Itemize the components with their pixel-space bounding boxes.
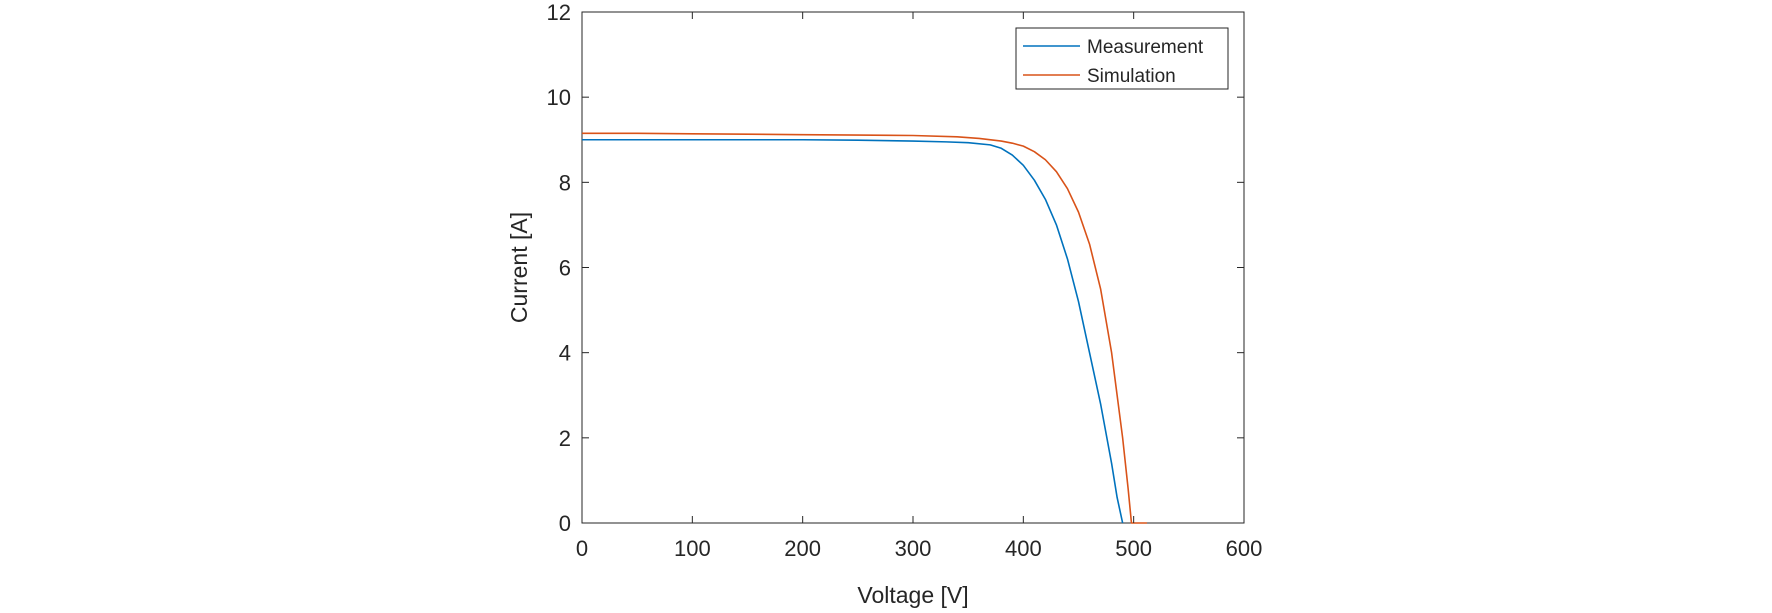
series-line-measurement: [582, 138, 1124, 524]
x-tick-label: 400: [1005, 536, 1042, 561]
axes-box: [581, 11, 1245, 524]
legend-entry-measurement: Measurement: [1087, 37, 1204, 58]
x-tick-label: 100: [674, 536, 711, 561]
y-tick-label: 12: [547, 0, 571, 25]
y-tick-label: 0: [559, 511, 571, 536]
series-layer: [582, 132, 1147, 524]
x-tick-label: 500: [1115, 536, 1152, 561]
x-tick-label: 0: [576, 536, 588, 561]
axis-ticks: [581, 11, 1245, 524]
legend-entry-simulation: Simulation: [1087, 66, 1176, 87]
y-tick-label: 6: [559, 256, 571, 281]
y-tick-label: 2: [559, 426, 571, 451]
legend-box: [1015, 27, 1229, 90]
legend: Measurement Simulation: [1015, 27, 1229, 90]
x-tick-label: 600: [1226, 536, 1263, 561]
y-tick-label: 8: [559, 170, 571, 195]
x-tick-label: 200: [784, 536, 821, 561]
x-tick-label: 300: [895, 536, 932, 561]
series-line-simulation: [582, 132, 1147, 524]
y-tick-label: 10: [547, 85, 571, 110]
axis-tick-labels: 0 100 200 300 400 500 600 0 2 4 6 8 10 12: [547, 0, 1263, 561]
x-axis-label: Voltage [V]: [857, 582, 968, 608]
y-axis-label: Current [A]: [506, 212, 532, 323]
plot-area: [581, 11, 1245, 524]
y-tick-label: 4: [559, 341, 571, 366]
